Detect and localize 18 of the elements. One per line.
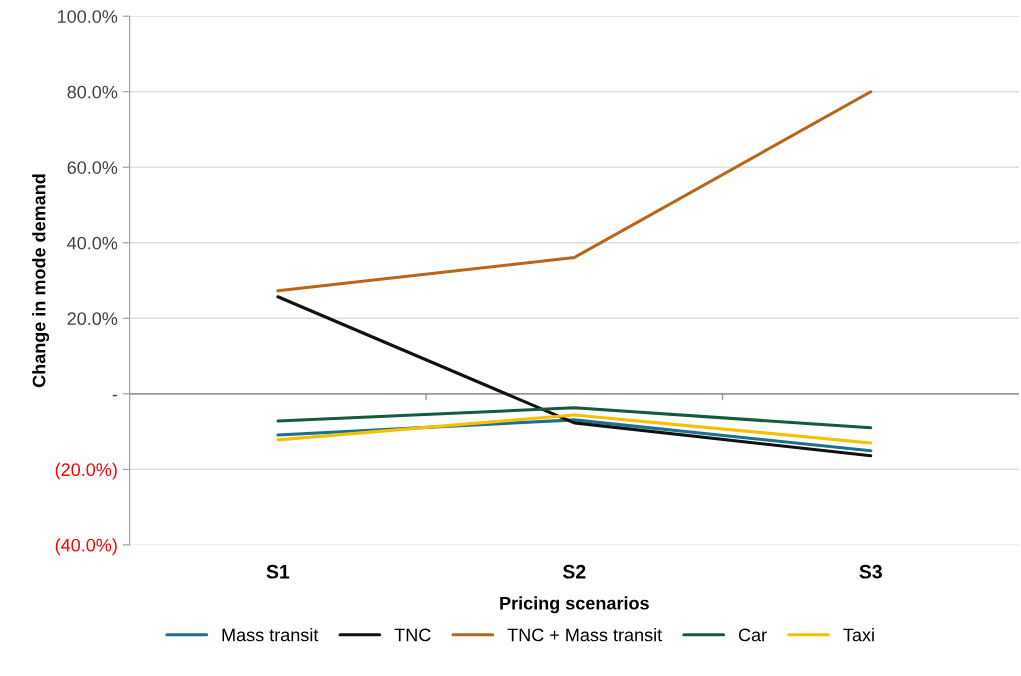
x-tick-label: S1 [266,564,290,579]
legend-label: Taxi [843,628,874,642]
x-axis-title: Pricing scenarios [500,596,649,614]
y-tick-label: 20.0% [67,312,118,326]
y-tick-label: (20.0%) [55,462,117,480]
legend-label: TNC [394,628,431,642]
legend-label: Car [738,628,767,642]
y-tick-label: 80.0% [67,85,118,99]
x-tick-label: S2 [562,564,586,579]
legend-label: TNC + Mass transit [507,628,663,642]
y-axis-title: Change in mode demand [32,174,50,388]
y-tick-label: - [112,394,118,397]
y-tick-label: 40.0% [67,236,118,250]
legend-label: Mass transit [222,628,319,642]
y-tick-label: (40.0%) [55,538,117,556]
x-tick-label: S3 [859,564,882,579]
y-tick-label: 100.0% [58,10,118,23]
y-tick-label: 60.0% [67,161,118,174]
